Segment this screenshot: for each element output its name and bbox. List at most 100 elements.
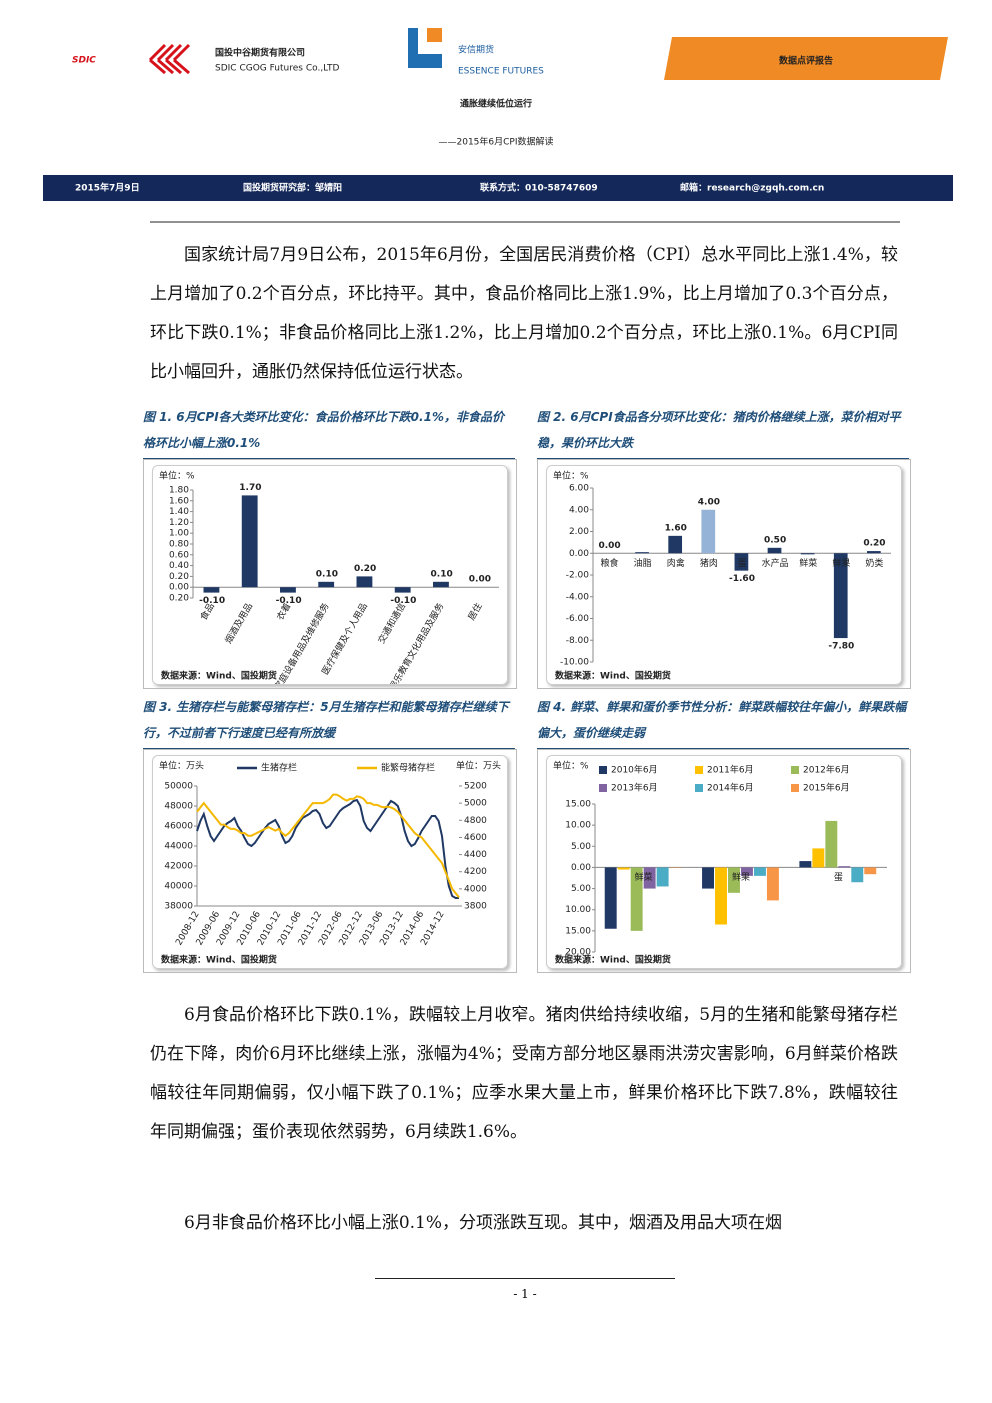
essence-logo <box>427 28 442 42</box>
unit: 单位：% <box>553 760 589 772</box>
company-cn: 国投中谷期货有限公司 <box>215 47 305 59</box>
line <box>196 793 460 899</box>
y-tick-label: 5.00 <box>571 884 591 894</box>
paragraph: 6月非食品价格环比小幅上涨0.1%，分项涨跌互现。其中，烟酒及用品大项在烟 <box>184 1213 783 1233</box>
bar <box>701 509 716 554</box>
value-label: -0.10 <box>199 596 225 606</box>
y-tick-label: 42000 <box>164 862 193 872</box>
title: 通胀继续低位运行 <box>460 98 532 110</box>
y-tick-label: 20.00 <box>565 948 591 958</box>
chart: 单位：%数据来源：Wind、国投期货0.200.000.200.400.600.… <box>152 465 508 685</box>
paragraph: 国家统计局7月9日公布，2015年6月份，全国居民消费价格（CPI）总水平同比上… <box>150 245 898 382</box>
source: 数据来源：Wind、国投期货 <box>161 954 277 966</box>
legend-label: 2015年6月 <box>803 782 850 794</box>
author: 国投期货研究部：邹婧阳 <box>243 182 342 194</box>
report-type: 数据点评报告 <box>779 55 833 67</box>
bar <box>702 867 715 889</box>
x-tick-label: 鲜菜 <box>635 871 653 883</box>
unit: 单位：万头 <box>159 760 204 772</box>
y-tick-label: 5.00 <box>571 842 591 852</box>
bar <box>433 581 449 588</box>
x-tick-label: 水产品 <box>762 557 789 569</box>
bar <box>728 867 740 893</box>
value-label: -0.10 <box>390 596 416 606</box>
date: 2015年7月9日 <box>75 182 140 194</box>
y-tick-label: 0.20 <box>169 594 189 604</box>
x-tick-label: 鲜果 <box>832 557 850 569</box>
y-tick-label: 4000 <box>464 884 487 894</box>
value-label: -0.10 <box>276 596 302 606</box>
y-tick-label: 1.00 <box>169 529 189 539</box>
legend-swatch <box>695 766 703 774</box>
y-tick-label: 0.40 <box>169 561 189 571</box>
legend-swatch <box>695 784 703 792</box>
x-tick-label: 肉禽 <box>667 557 685 569</box>
y-tick-label: 44000 <box>164 842 193 852</box>
sdic-logo: SDIC <box>72 56 96 66</box>
legend-label: 2014年6月 <box>707 782 754 794</box>
value-label: 0.00 <box>598 541 620 551</box>
y-tick-label: 15.00 <box>565 926 591 936</box>
legend-swatch <box>599 766 607 774</box>
bar <box>767 547 782 554</box>
figure-caption: 图 2. 6月CPI食品各分项环比变化：猪肉价格继续上涨，菜价相对平稳，果价环比… <box>537 404 909 461</box>
bar <box>668 535 683 554</box>
paragraph: 6月食品价格环比下跌0.1%，跌幅较上月收窄。猪肉供给持续收缩，5月的生猪和能繁… <box>150 1005 898 1142</box>
x-tick-label: 蛋 <box>834 872 843 883</box>
y-tick-label: -8.00 <box>566 636 590 646</box>
value-label: 0.10 <box>316 569 338 579</box>
y-tick-label: 10.00 <box>565 821 591 831</box>
y-tick-label: 3800 <box>464 902 487 912</box>
y-tick-label: 48000 <box>164 802 193 812</box>
x-tick-label: 油脂 <box>634 557 652 569</box>
bar <box>812 848 825 868</box>
legend-swatch <box>599 784 607 792</box>
source: 数据来源：Wind、国投期货 <box>161 670 277 682</box>
bar <box>604 867 617 929</box>
bar <box>734 553 749 571</box>
footer-rule <box>375 1278 675 1279</box>
y-tick-label: 10.00 <box>565 905 591 915</box>
legend-label: 2013年6月 <box>611 782 658 794</box>
y-tick-label: 4200 <box>464 867 487 877</box>
legend-swatch <box>791 784 799 792</box>
figure-caption: 图 3. 生猪存栏与能繁母猪存栏：5月生猪存栏和能繁母猪存栏继续下行，不过前者下… <box>143 694 515 751</box>
company-en: SDIC CGOG Futures Co.,LTD <box>215 64 339 74</box>
y-tick-label: -10.00 <box>560 658 589 668</box>
bar <box>280 587 296 593</box>
x-tick-label: 猪肉 <box>700 557 718 569</box>
y-tick-label: 4800 <box>464 816 487 826</box>
bar <box>866 551 881 554</box>
figure-frame: 单位：% 数据来源：Wind、国投期货 20.00 15.00 10.00 5.00 0.0… <box>537 749 911 973</box>
x-tick-label: 粮食 <box>601 557 619 569</box>
bar <box>766 867 779 901</box>
bar <box>741 867 753 876</box>
legend-label: 2010年6月 <box>611 764 658 776</box>
unit: 单位：% <box>159 470 195 482</box>
y-tick-label: 0.60 <box>169 550 189 560</box>
y-tick-label: 1.20 <box>169 518 189 528</box>
figure-caption: 图 1. 6月CPI各大类环比变化：食品价格环比下跌0.1%，非食品价格环比小幅… <box>143 404 515 461</box>
x-tick-label: 烟酒及用品 <box>222 601 255 646</box>
legend-swatch <box>791 766 799 774</box>
x-tick-label: 交通和通信 <box>375 601 408 646</box>
x-tick-label: 鲜果 <box>732 871 750 883</box>
figure-caption: 图 4. 鲜菜、鲜果和蛋价季节性分析：鲜菜跌幅较往年偏小，鲜果跌幅偏大，蛋价继续… <box>537 694 909 751</box>
y-tick-label: 40000 <box>164 882 193 892</box>
bar <box>394 587 411 593</box>
bar <box>356 576 373 588</box>
source: 数据来源：Wind、国投期货 <box>555 954 671 966</box>
bar <box>241 495 258 588</box>
bar <box>715 867 727 925</box>
value-label: 0.20 <box>863 539 885 549</box>
value-label: 0.50 <box>764 535 786 545</box>
legend-label: 2012年6月 <box>803 764 850 776</box>
essence-cn: 安信期货 <box>458 44 494 56</box>
report-type-box <box>664 37 948 80</box>
subtitle: ——2015年6月CPI数据解读 <box>439 136 554 148</box>
legend-label: 能繁母猪存栏 <box>381 762 435 774</box>
y-tick-label: 0.00 <box>569 549 589 559</box>
y-tick-label: 15.00 <box>565 800 591 810</box>
